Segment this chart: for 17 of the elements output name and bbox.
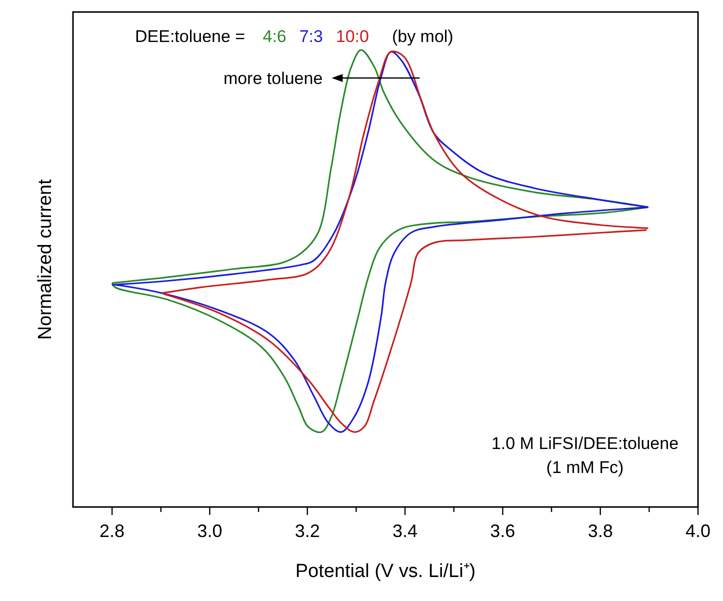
text: (by mol) <box>392 27 454 46</box>
y-axis-title: Normalized current <box>35 178 56 340</box>
x-axis-title: Potential (V vs. Li/Li⁺) <box>295 561 476 582</box>
annotation: more toluene <box>223 69 323 88</box>
x-tick-label: 3.8 <box>588 521 613 541</box>
series-label: 10:0 <box>336 27 369 46</box>
text: 7:3 <box>299 27 323 46</box>
annotation: (1 mM Fc) <box>546 458 624 477</box>
legend-title: DEE:toluene = <box>135 27 246 46</box>
text: 4:6 <box>262 27 286 46</box>
x-tick-label: 3.0 <box>197 521 222 541</box>
annotation: 1.0 M LiFSI/DEE:toluene <box>491 434 679 453</box>
x-tick-label: 3.2 <box>294 521 320 541</box>
x-tick-label: 3.4 <box>392 521 418 541</box>
x-tick-label: 2.8 <box>100 521 125 541</box>
x-tick-label: 3.6 <box>490 521 516 541</box>
x-tick-label: 4.0 <box>685 521 711 541</box>
